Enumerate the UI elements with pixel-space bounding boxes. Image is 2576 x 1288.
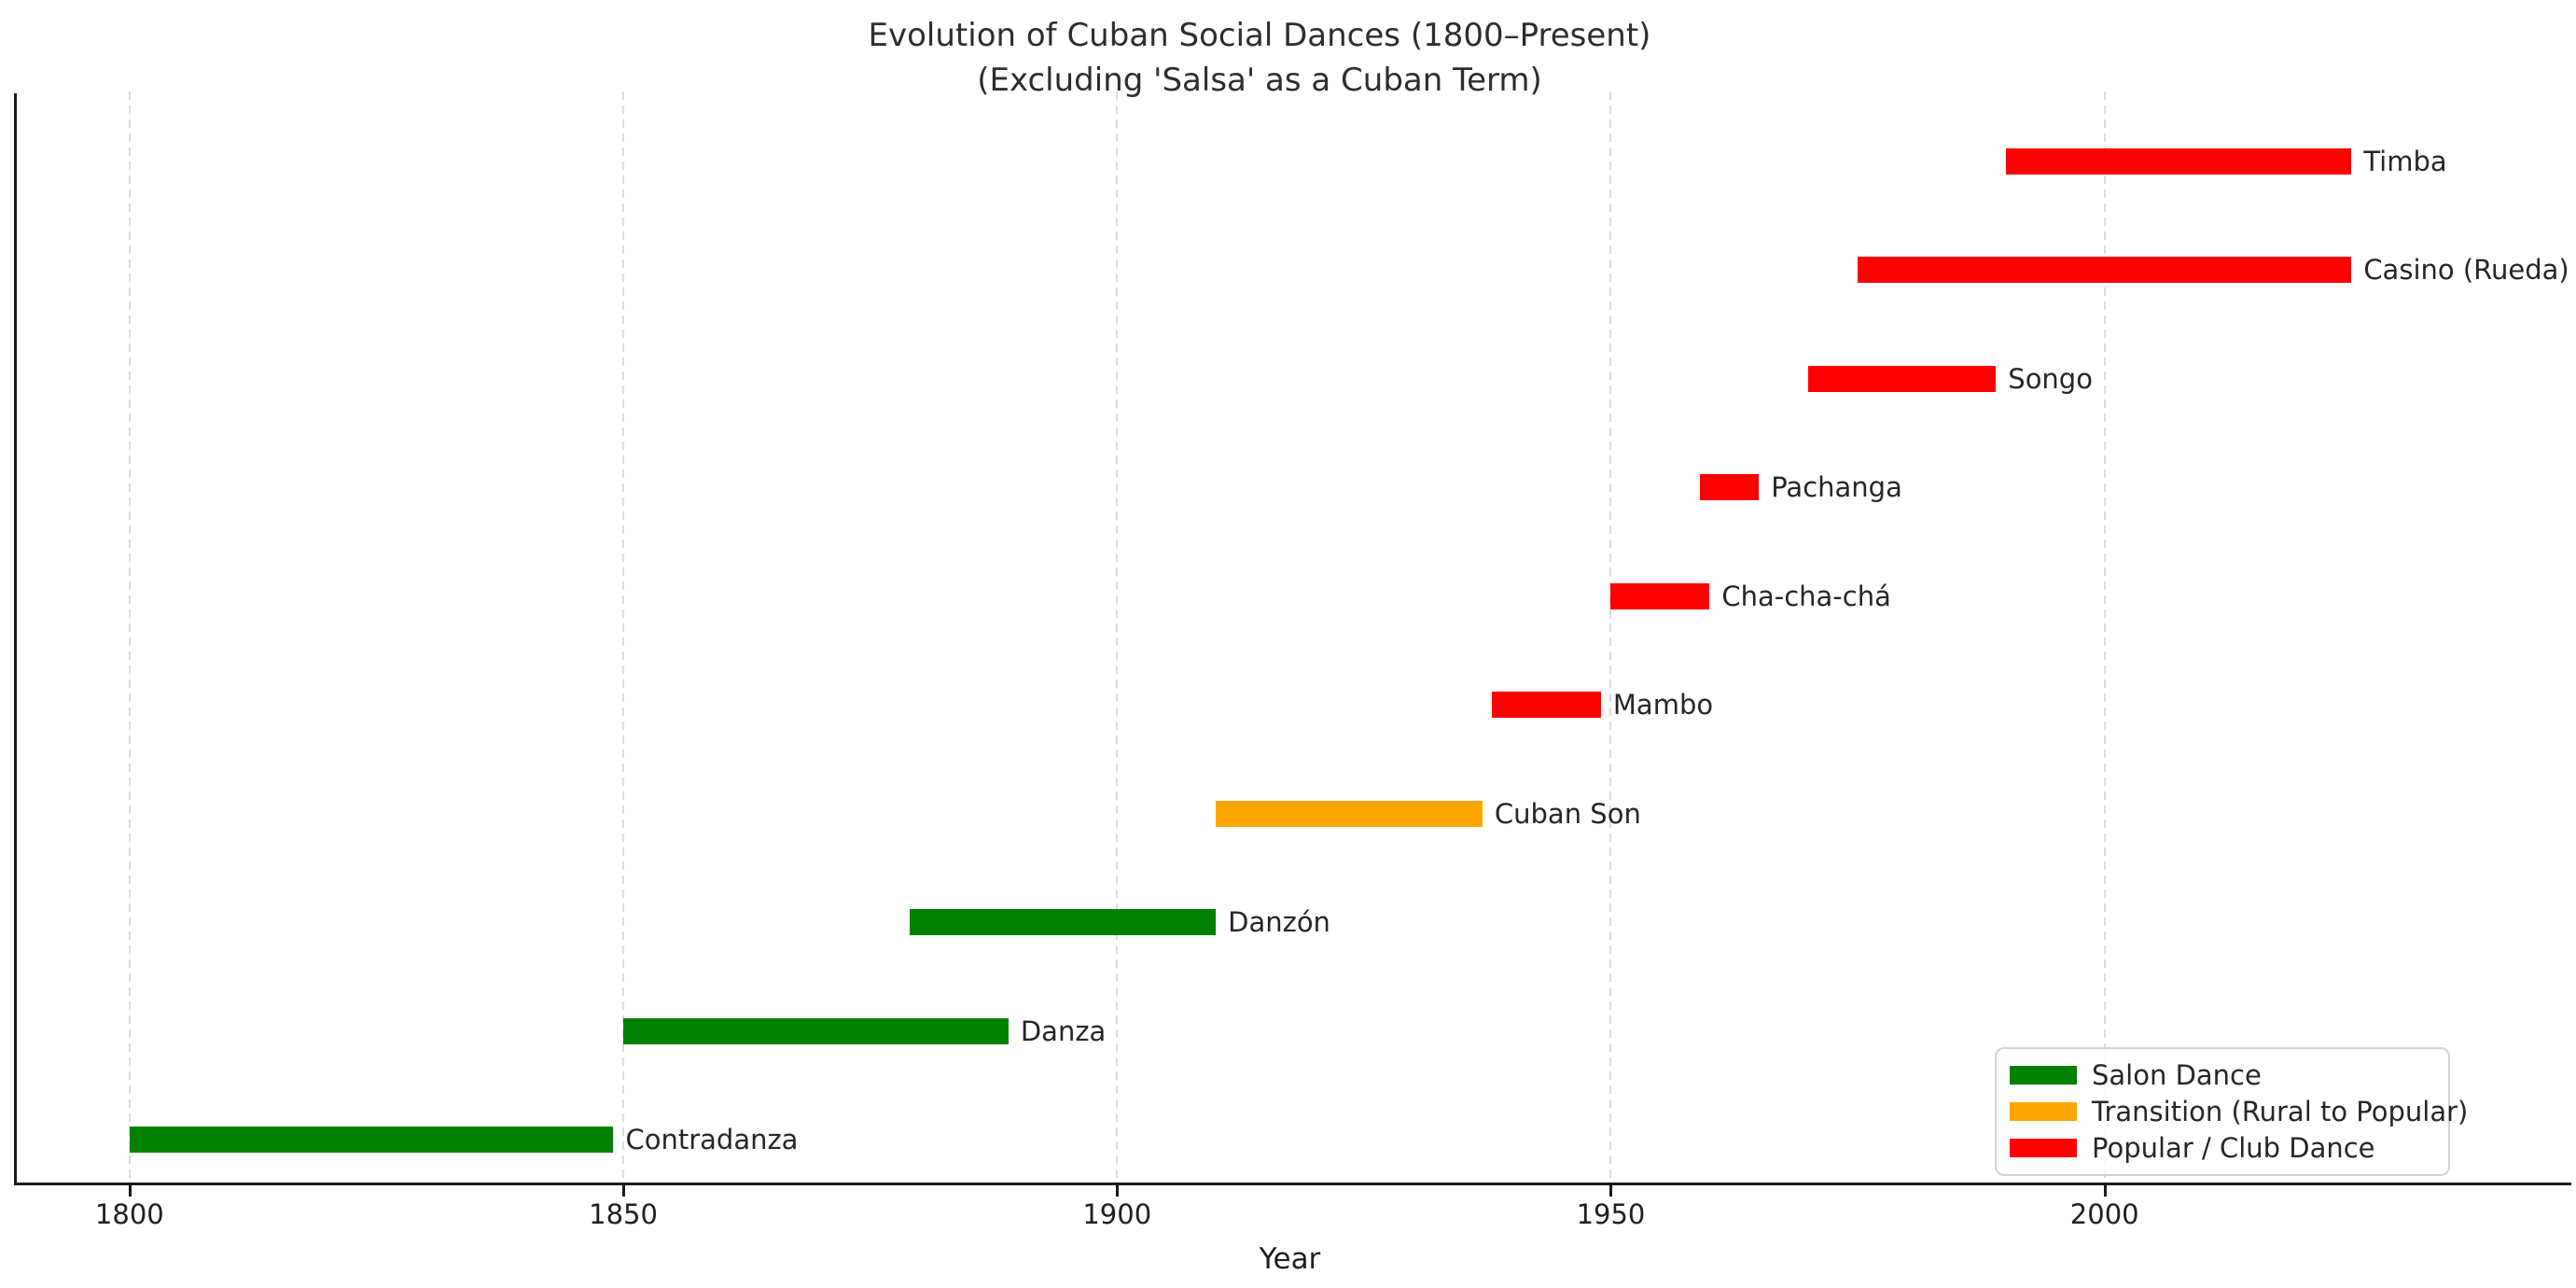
gridline-1850	[622, 91, 625, 1183]
legend-label: Popular / Club Dance	[2092, 1132, 2375, 1165]
timeline-bar	[910, 909, 1217, 936]
bar-label: Casino (Rueda)	[2363, 254, 2569, 287]
timeline-bar	[1808, 365, 1997, 392]
chart-title-line1: Evolution of Cuban Social Dances (1800–P…	[868, 17, 1651, 54]
x-tick-label-1950: 1950	[1576, 1198, 1646, 1230]
timeline-bar	[2005, 148, 2352, 175]
timeline-bar	[1216, 800, 1483, 827]
gridline-2000	[2103, 91, 2106, 1183]
x-tick-label-1800: 1800	[94, 1198, 164, 1230]
bar-label: Contradanza	[625, 1123, 799, 1155]
x-axis-spine	[14, 1183, 2571, 1185]
bar-label: Danzón	[1228, 906, 1330, 939]
bar-label: Mambo	[1612, 689, 1714, 721]
timeline-bar	[623, 1017, 1009, 1044]
x-tick-2000	[2103, 1185, 2107, 1197]
legend-swatch	[2010, 1139, 2077, 1158]
timeline-bar	[1610, 582, 1710, 609]
x-tick-label-2000: 2000	[2069, 1198, 2139, 1230]
legend-label: Salon Dance	[2092, 1058, 2262, 1091]
legend-item: Transition (Rural to Popular)	[2010, 1096, 2468, 1127]
timeline-bar	[1858, 257, 2352, 284]
x-tick-1800	[128, 1185, 132, 1197]
x-axis-title: Year	[1259, 1242, 1321, 1276]
gridline-1800	[128, 91, 131, 1183]
bar-label: Pachanga	[1771, 471, 1902, 504]
legend-label: Transition (Rural to Popular)	[2092, 1095, 2469, 1127]
gridline-1950	[1609, 91, 1612, 1183]
bar-label: Cha-cha-chá	[1721, 580, 1891, 612]
legend-swatch	[2010, 1101, 2077, 1121]
gridline-1900	[1116, 91, 1119, 1183]
timeline-bar	[1492, 692, 1601, 719]
legend-swatch	[2010, 1065, 2077, 1085]
bar-label: Songo	[2008, 362, 2093, 395]
legend-item: Popular / Club Dance	[2010, 1132, 2435, 1164]
chart-title: Evolution of Cuban Social Dances (1800–P…	[0, 13, 2519, 103]
bar-label: Cuban Son	[1494, 797, 1641, 830]
timeline-bar	[129, 1126, 614, 1153]
x-tick-1900	[1116, 1185, 1120, 1197]
legend: Salon Dance Transition (Rural to Popular)…	[1995, 1047, 2468, 1176]
x-tick-1850	[622, 1185, 626, 1197]
timeline-bar	[1699, 474, 1760, 501]
x-tick-label-1900: 1900	[1082, 1198, 1152, 1230]
y-axis-spine	[14, 93, 17, 1185]
x-tick-1950	[1609, 1185, 1613, 1197]
bar-label: Timba	[2363, 146, 2447, 177]
bar-label: Danza	[1020, 1015, 1107, 1047]
chart-title-line2: (Excluding 'Salsa' as a Cuban Term)	[977, 62, 1542, 99]
x-tick-label-1850: 1850	[589, 1198, 658, 1230]
legend-item: Salon Dance	[2010, 1059, 2435, 1091]
